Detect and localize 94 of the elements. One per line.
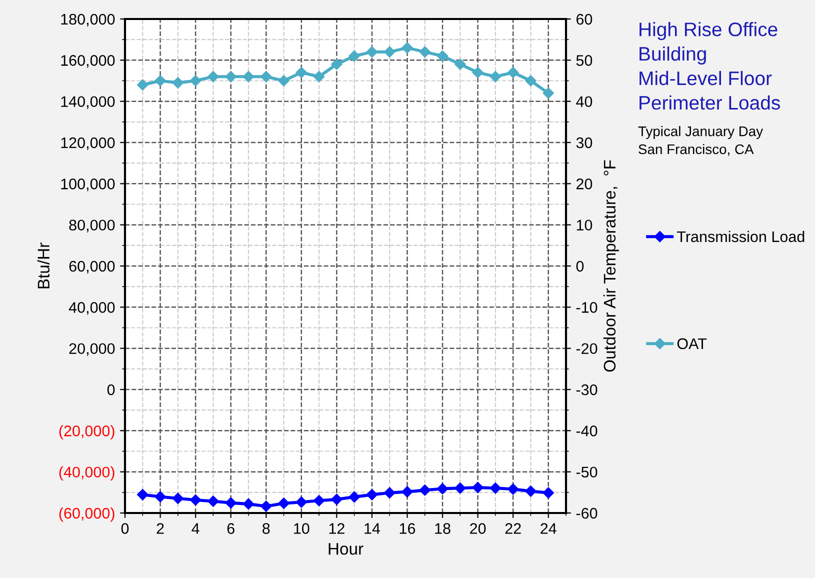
y-tick-label: (20,000): [59, 425, 114, 440]
y-tick-label: 80,000: [69, 220, 115, 232]
x-tick-label: 2: [156, 523, 164, 534]
y2-tick-label: 10: [576, 220, 592, 231]
y-axis-title: Btu/Hr: [37, 242, 50, 288]
y2-tick-label: -40: [576, 426, 598, 436]
x-tick-label: 16: [400, 523, 416, 534]
y-tick-label: 180,000: [61, 14, 115, 26]
y-tick-label: (40,000): [59, 466, 114, 481]
point: [384, 487, 396, 498]
point: [366, 46, 378, 58]
point: [208, 71, 219, 82]
point: [366, 489, 378, 500]
point: [225, 71, 236, 82]
point: [225, 497, 236, 509]
y2-tick-label: 50: [576, 55, 592, 66]
x-tick-label: 12: [329, 523, 344, 534]
y-tick-label: 0: [107, 384, 115, 396]
point: [172, 492, 184, 504]
point: [313, 71, 325, 82]
point: [525, 486, 536, 497]
y2-tick-label: -20: [576, 343, 598, 354]
y2-tick-label: -10: [576, 302, 598, 313]
y-tick-label: 20,000: [69, 343, 115, 356]
point: [172, 77, 184, 88]
point: [402, 42, 413, 54]
point: [402, 486, 413, 498]
point: [525, 75, 536, 86]
point: [331, 58, 342, 70]
point: [190, 494, 202, 506]
y-tick-label: 100,000: [61, 178, 115, 192]
x-tick-label: 18: [435, 523, 450, 534]
y-tick-label: 140,000: [61, 96, 115, 109]
point: [137, 489, 148, 500]
point: [260, 71, 272, 82]
y2-tick-label: 20: [576, 178, 592, 190]
x-tick-label: 22: [505, 523, 521, 534]
y2-tick-label: 0: [576, 260, 584, 272]
point: [454, 482, 466, 494]
point: [242, 498, 254, 510]
legend-label: Transmission Load: [677, 230, 804, 242]
point: [190, 75, 202, 86]
point: [472, 66, 484, 78]
point: [348, 491, 360, 503]
point: [454, 58, 466, 70]
text: Typical January Day San Francisco, CA: [638, 126, 764, 156]
y2-tick-label: -60: [576, 508, 598, 519]
x-tick-label: 4: [192, 523, 200, 534]
point: [542, 87, 554, 99]
point: [278, 498, 290, 509]
y2-tick-label: 40: [576, 96, 592, 108]
point: [296, 66, 308, 78]
x-tick-label: 24: [540, 523, 556, 534]
point: [436, 483, 448, 494]
y2-tick-label: -50: [576, 466, 598, 478]
point: [278, 75, 290, 86]
x-tick-label: 10: [294, 523, 310, 534]
point: [507, 66, 519, 78]
x-tick-label: 8: [262, 523, 270, 534]
point: [472, 482, 484, 494]
point: [331, 494, 342, 506]
point: [260, 500, 272, 512]
y-tick-label: 160,000: [61, 55, 115, 68]
x-tick-label: 20: [470, 523, 486, 534]
point: [490, 482, 502, 494]
point: [542, 487, 554, 498]
x-tick-label: 14: [364, 523, 380, 534]
point: [490, 71, 502, 82]
point: [419, 46, 430, 58]
y2-axis-title: Outdoor Air Temperature, °F: [603, 160, 619, 372]
point: [419, 484, 430, 496]
point: [348, 50, 360, 62]
x-tick-label: 6: [227, 523, 234, 534]
y2-tick-label: 60: [576, 14, 592, 25]
y2-tick-label: 30: [576, 137, 592, 148]
y-tick-label: 60,000: [69, 260, 115, 274]
y-tick-label: (60,000): [59, 507, 114, 522]
point: [137, 79, 148, 90]
text: High Rise Office Building Mid-Level Floor Perimeter Loads: [640, 22, 780, 110]
x-axis-title: Hour: [328, 543, 364, 555]
y2-tick-label: -30: [576, 384, 598, 396]
point: [296, 496, 308, 508]
point: [154, 75, 166, 86]
x-tick-label: 0: [121, 523, 129, 534]
point: [507, 484, 519, 495]
point: [384, 46, 396, 58]
y-tick-label: 40,000: [68, 302, 115, 315]
y-tick-label: 120,000: [61, 137, 115, 150]
point: [154, 491, 166, 502]
legend-label: OAT: [677, 338, 707, 350]
point: [313, 495, 325, 506]
point: [208, 496, 219, 507]
point: [436, 50, 448, 62]
point: [242, 71, 254, 82]
